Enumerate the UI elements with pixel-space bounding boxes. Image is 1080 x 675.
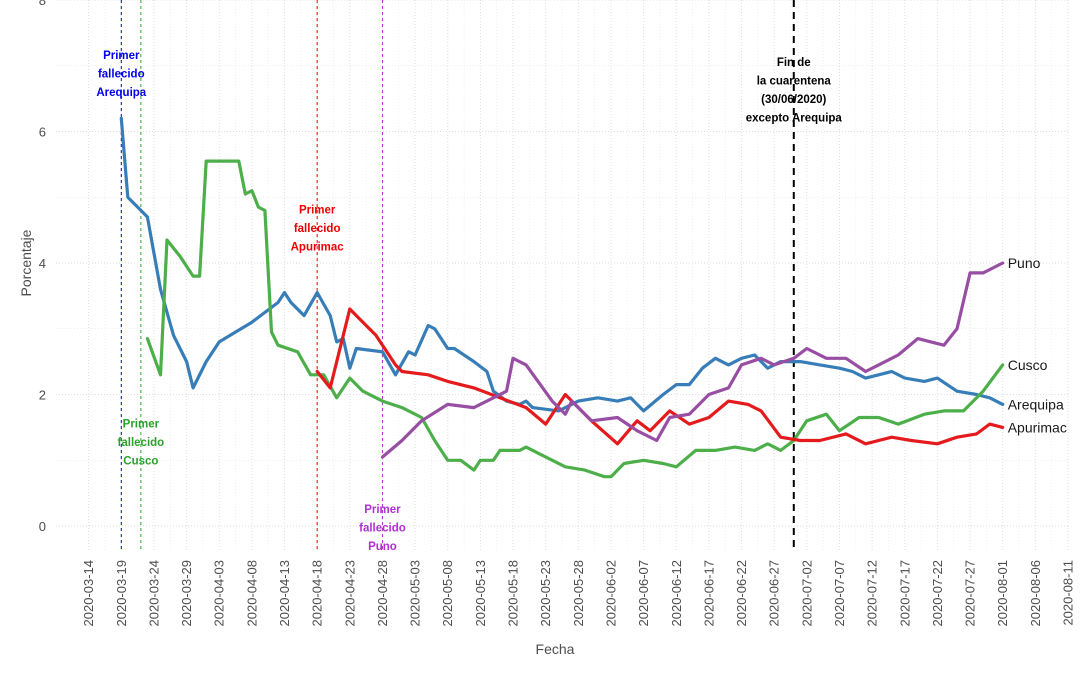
y-tick-label: 6 bbox=[39, 125, 46, 140]
x-tick-label: 2020-04-18 bbox=[310, 560, 325, 627]
x-tick-label: 2020-04-08 bbox=[244, 560, 259, 627]
x-tick-label: 2020-03-24 bbox=[146, 560, 161, 627]
x-tick-label: 2020-04-03 bbox=[212, 560, 227, 627]
x-tick-label: 2020-08-06 bbox=[1028, 560, 1043, 627]
x-tick-label: 2020-06-02 bbox=[603, 560, 618, 627]
x-tick-label: 2020-07-27 bbox=[963, 560, 978, 627]
x-tick-label: 2020-03-19 bbox=[114, 560, 129, 627]
y-axis: 0 2 4 6 8 bbox=[39, 0, 46, 534]
x-tick-label: 2020-07-22 bbox=[930, 560, 945, 627]
x-tick-label: 2020-06-27 bbox=[767, 560, 782, 627]
x-tick-label: 2020-04-13 bbox=[277, 560, 292, 627]
x-tick-label: 2020-03-29 bbox=[179, 560, 194, 627]
x-tick-label: 2020-08-01 bbox=[995, 560, 1010, 627]
x-tick-label: 2020-04-23 bbox=[342, 560, 357, 627]
y-tick-label: 8 bbox=[39, 0, 46, 8]
x-tick-label: 2020-07-17 bbox=[897, 560, 912, 627]
x-axis-title: Fecha bbox=[536, 641, 575, 657]
x-tick-label: 2020-05-28 bbox=[571, 560, 586, 627]
y-axis-title: Porcentaje bbox=[18, 229, 34, 296]
series-label-cusco: Cusco bbox=[1008, 357, 1048, 373]
x-tick-label: 2020-06-22 bbox=[734, 560, 749, 627]
series-labels: Arequipa Cusco Apurimac Puno bbox=[1008, 255, 1067, 435]
x-tick-label: 2020-06-17 bbox=[701, 560, 716, 627]
event-annotation: Primer fallecido Apurimac bbox=[291, 205, 345, 254]
series-label-apurimac: Apurimac bbox=[1008, 419, 1067, 435]
y-tick-label: 0 bbox=[39, 519, 46, 534]
x-tick-label: 2020-05-18 bbox=[506, 560, 521, 627]
series-line-cusco bbox=[145, 159, 1005, 479]
x-tick-label: 2020-05-13 bbox=[473, 560, 488, 627]
x-tick-label: 2020-03-14 bbox=[81, 560, 96, 627]
x-tick-label: 2020-05-08 bbox=[440, 560, 455, 627]
x-tick-label: 2020-07-07 bbox=[832, 560, 847, 627]
x-tick-label: 2020-08-11 bbox=[1061, 560, 1076, 626]
x-tick-label: 2020-05-03 bbox=[408, 560, 423, 627]
y-tick-label: 4 bbox=[39, 256, 46, 271]
series-line-apurimac bbox=[315, 307, 1005, 446]
event-annotation: Primer fallecido Puno bbox=[359, 504, 406, 553]
grid bbox=[56, 0, 1069, 552]
event-lines bbox=[120, 0, 795, 552]
series-line-puno bbox=[380, 261, 1005, 459]
annotations: Primer fallecido Arequipa Primer fallecido Cu… bbox=[96, 50, 842, 553]
series-label-puno: Puno bbox=[1008, 255, 1041, 271]
event-annotation: Primer fallecido Arequipa bbox=[96, 50, 146, 99]
event-annotation: Fin de la cuarentena (30/06/2020) excepto A… bbox=[746, 57, 843, 125]
x-axis: 2020-03-14 2020-03-19 2020-03-24 2020-03-29… bbox=[81, 560, 1075, 627]
event-annotation: Primer fallecido Cusco bbox=[118, 418, 165, 467]
x-tick-label: 2020-07-02 bbox=[799, 560, 814, 627]
x-tick-label: 2020-05-23 bbox=[538, 560, 553, 627]
series-lines bbox=[119, 116, 1005, 479]
x-tick-label: 2020-06-07 bbox=[636, 560, 651, 627]
x-tick-label: 2020-04-28 bbox=[375, 560, 390, 627]
x-tick-label: 2020-06-12 bbox=[669, 560, 684, 627]
y-tick-label: 2 bbox=[39, 388, 46, 403]
x-tick-label: 2020-07-12 bbox=[865, 560, 880, 627]
series-label-arequipa: Arequipa bbox=[1008, 396, 1064, 412]
